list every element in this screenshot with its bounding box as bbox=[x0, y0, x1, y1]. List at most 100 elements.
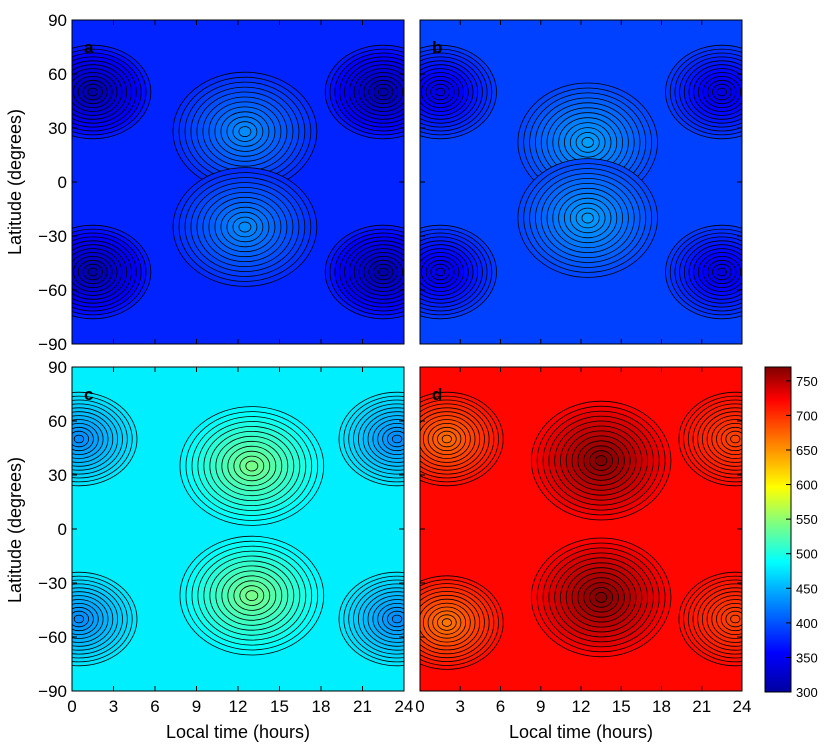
y-tick-label: −90 bbox=[38, 335, 67, 354]
panel-letter: d bbox=[432, 385, 442, 404]
contour-level bbox=[391, 614, 403, 624]
y-tick-label: 60 bbox=[48, 65, 67, 84]
contour-level bbox=[378, 267, 389, 277]
panel-b: b bbox=[419, 19, 743, 345]
panel-c-min-2 bbox=[72, 391, 138, 487]
colorbar-tick-label: 600 bbox=[796, 478, 818, 493]
panel-c: 0 3 6 9 12 15 18 21 24 −90 −60 −30 0 30 60 90 c bbox=[38, 358, 414, 716]
y-tick-label: 90 bbox=[48, 358, 67, 377]
panel-b-min-5 bbox=[665, 224, 742, 320]
contour-level bbox=[391, 434, 403, 444]
panel-a: −90 −60 −30 0 30 60 90 a bbox=[38, 11, 405, 354]
y-tick-label: −90 bbox=[38, 682, 67, 701]
panel-a-min-5 bbox=[324, 224, 404, 320]
y-tick-label: 30 bbox=[48, 466, 67, 485]
y-tick-label: −60 bbox=[38, 628, 67, 647]
panel-c-min-4 bbox=[72, 571, 138, 667]
panel-d-max-0 bbox=[530, 400, 672, 521]
panel-letter: a bbox=[84, 38, 94, 57]
contour-level bbox=[87, 267, 98, 277]
y-axis-label-top: Latitude (degrees) bbox=[5, 109, 25, 255]
colorbar-tick-label: 550 bbox=[796, 512, 818, 527]
x-tick-label: 15 bbox=[612, 697, 631, 716]
x-tick-label: 12 bbox=[229, 697, 248, 716]
panel-a-max-1 bbox=[172, 167, 318, 287]
panel-d-max-1 bbox=[530, 537, 672, 658]
x-tick-label: 3 bbox=[109, 697, 118, 716]
contour-level bbox=[245, 460, 259, 472]
x-tick-label: 3 bbox=[456, 697, 465, 716]
contour-level bbox=[87, 87, 98, 97]
contour-level bbox=[730, 614, 741, 624]
x-tick-label: 6 bbox=[150, 697, 159, 716]
x-tick-label: 24 bbox=[733, 697, 752, 716]
x-tick-label: 18 bbox=[312, 697, 331, 716]
panel-b-max-1 bbox=[517, 158, 658, 278]
x-axis-label-right: Local time (hours) bbox=[509, 722, 653, 742]
panel-d-min-3 bbox=[420, 575, 504, 670]
contour-level bbox=[594, 455, 608, 467]
panel-c-max-0 bbox=[179, 406, 325, 526]
colorbar-tick-label: 750 bbox=[796, 374, 818, 389]
x-tick-label: 12 bbox=[572, 697, 591, 716]
colorbar-tick-label: 400 bbox=[796, 616, 818, 631]
panel-letter: c bbox=[84, 385, 93, 404]
panel-c-min-5 bbox=[338, 571, 404, 667]
x-tick-label: 15 bbox=[270, 697, 289, 716]
contour-level bbox=[716, 87, 727, 97]
panel-d-min-4 bbox=[678, 391, 742, 487]
x-tick-label: 0 bbox=[415, 697, 424, 716]
colorbar-tick-label: 350 bbox=[796, 650, 818, 665]
panel-c-min-3 bbox=[338, 391, 404, 487]
x-tick-label: 9 bbox=[192, 697, 201, 716]
x-tick-label: 0 bbox=[67, 697, 76, 716]
colorbar-tick-label: 450 bbox=[796, 581, 818, 596]
panel-d: 0 3 6 9 12 15 18 21 24 d bbox=[415, 366, 752, 716]
contour-level bbox=[594, 592, 608, 603]
colorbar-gradient bbox=[764, 366, 792, 693]
x-tick-label: 24 bbox=[395, 697, 414, 716]
panel-c-max-1 bbox=[179, 535, 325, 656]
contour-level bbox=[435, 267, 446, 277]
contour-level bbox=[441, 434, 452, 444]
x-tick-label: 9 bbox=[536, 697, 545, 716]
y-tick-label: 0 bbox=[58, 520, 67, 539]
y-tick-label: 60 bbox=[48, 412, 67, 431]
colorbar: 300 350 400 450 500 550 600 650 700 750 bbox=[764, 366, 818, 700]
colorbar-tick-label: 300 bbox=[796, 685, 818, 700]
contour-level bbox=[245, 590, 259, 601]
y-axis-label-bottom: Latitude (degrees) bbox=[5, 457, 25, 603]
y-tick-label: −30 bbox=[38, 574, 67, 593]
panel-a-max-0 bbox=[172, 71, 318, 192]
contour-level bbox=[581, 212, 594, 224]
contour-level bbox=[441, 618, 452, 627]
colorbar-tick-label: 500 bbox=[796, 547, 818, 562]
contour-level bbox=[73, 434, 85, 444]
y-tick-label: 0 bbox=[58, 173, 67, 192]
contour-level bbox=[581, 136, 594, 148]
panel-b-min-4 bbox=[420, 224, 497, 320]
panel-d-min-2 bbox=[420, 391, 504, 487]
contour-level bbox=[435, 87, 446, 97]
x-tick-label: 18 bbox=[652, 697, 671, 716]
y-tick-label: 90 bbox=[48, 11, 67, 30]
x-tick-label: 6 bbox=[496, 697, 505, 716]
x-tick-label: 21 bbox=[353, 697, 372, 716]
contour-level bbox=[378, 87, 389, 97]
panel-b-min-3 bbox=[665, 44, 742, 140]
contour-level bbox=[73, 614, 85, 624]
panel-a-min-4 bbox=[72, 224, 152, 320]
panel-d-min-5 bbox=[678, 571, 742, 667]
panel-a-min-2 bbox=[72, 44, 152, 140]
colorbar-tick-label: 700 bbox=[796, 408, 818, 423]
y-tick-label: −60 bbox=[38, 281, 67, 300]
x-axis-label-left: Local time (hours) bbox=[166, 722, 310, 742]
colorbar-tick-label: 650 bbox=[796, 443, 818, 458]
panel-a-min-3 bbox=[324, 44, 404, 140]
contour-level bbox=[730, 434, 741, 444]
panel-letter: b bbox=[432, 38, 442, 57]
y-tick-label: 30 bbox=[48, 119, 67, 138]
x-tick-label: 21 bbox=[692, 697, 711, 716]
panel-b-min-2 bbox=[420, 44, 497, 140]
